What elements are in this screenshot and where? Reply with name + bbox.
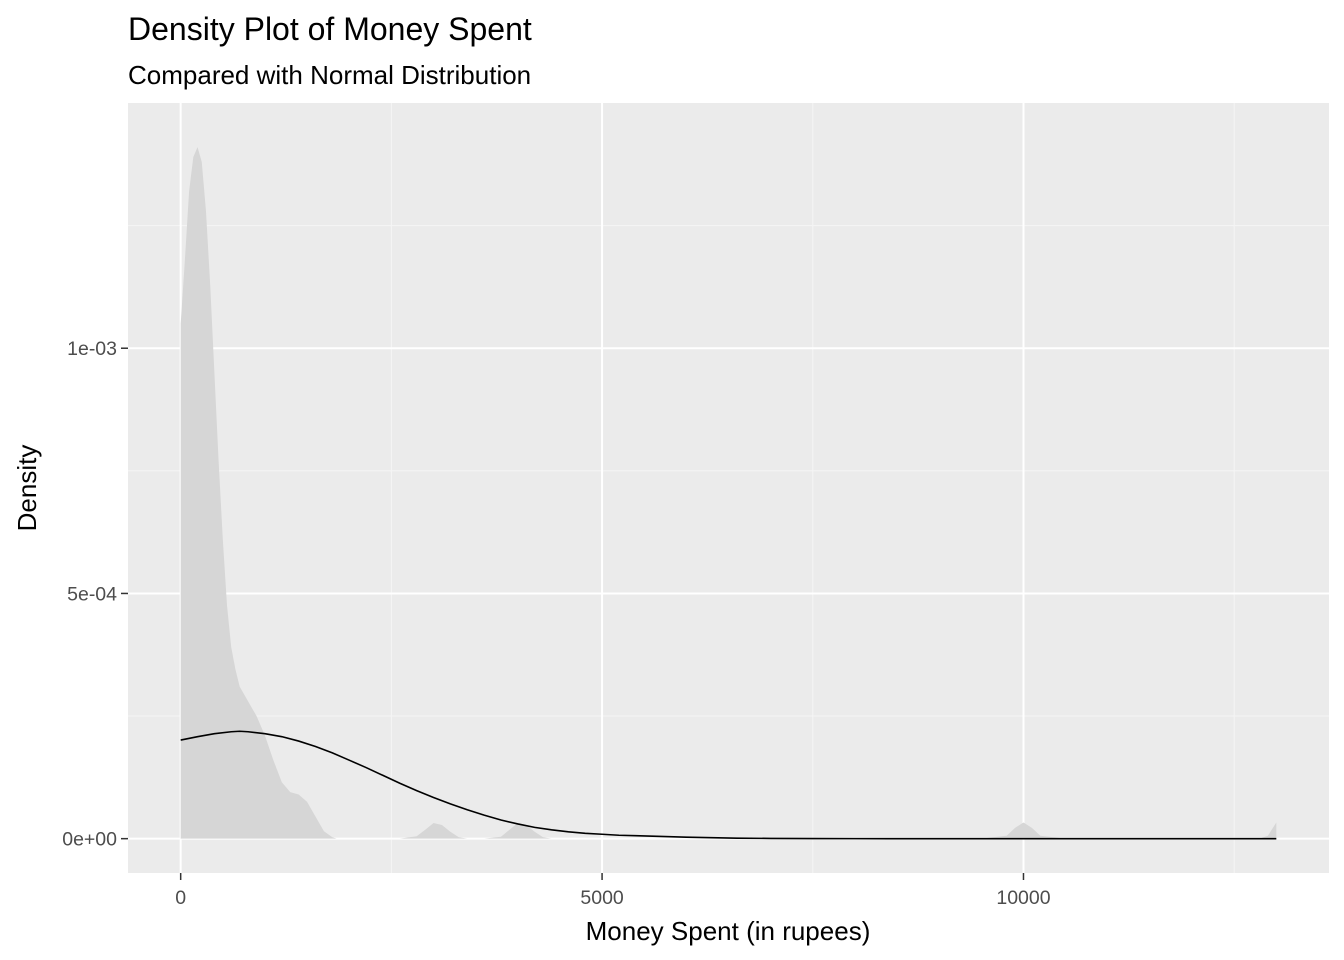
chart-subtitle: Compared with Normal Distribution [128, 60, 531, 90]
chart-marks [180, 147, 1277, 840]
x-tick-label: 10000 [996, 887, 1050, 909]
y-tick-label: 1e-03 [67, 338, 117, 360]
y-tick-label: 5e-04 [67, 583, 117, 605]
x-tick-label: 5000 [580, 887, 624, 909]
plot-panel [128, 103, 1329, 873]
x-axis-title: Money Spent (in rupees) [586, 916, 871, 946]
y-axis: 0e+00 5e-04 1e-03 [62, 338, 128, 851]
minor-gridlines [128, 103, 1329, 873]
chart-title: Density Plot of Money Spent [128, 11, 532, 47]
normal-distribution-line [180, 730, 1277, 840]
x-axis: 0 5000 10000 [175, 873, 1051, 909]
y-axis-title: Density [12, 445, 42, 532]
x-tick-label: 0 [175, 887, 186, 909]
y-tick-label: 0e+00 [62, 829, 117, 851]
